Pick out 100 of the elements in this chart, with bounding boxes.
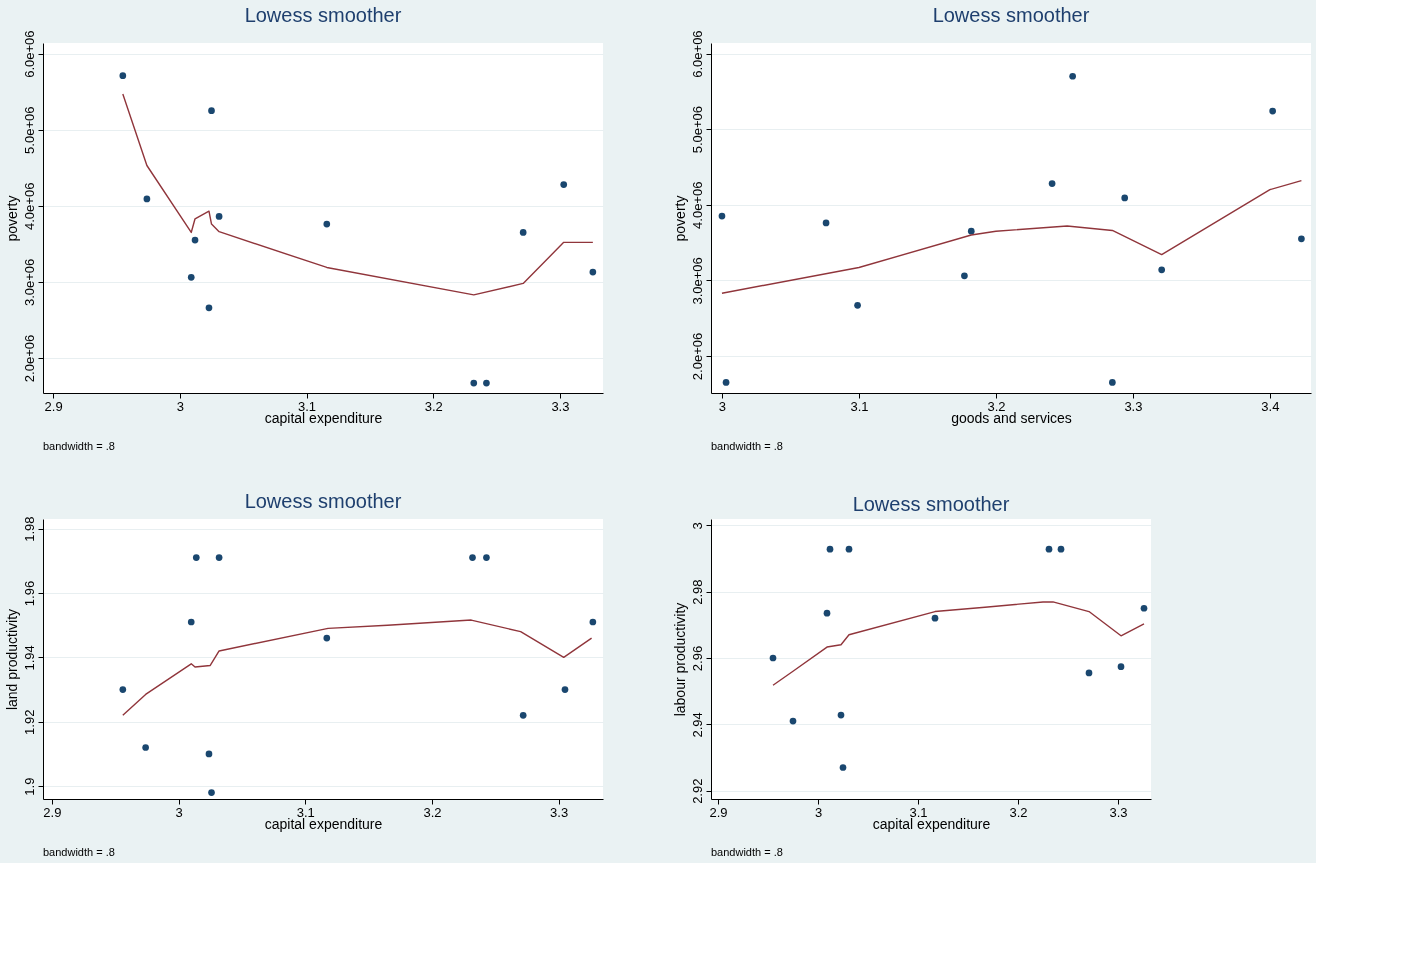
x-tick-label: 3.3 [1124,398,1143,414]
point [967,227,975,235]
x-tick-label: 2.9 [43,804,62,820]
point [1109,379,1116,386]
text: bandwidth = .8 [711,440,783,452]
x-tick-label: 3.1 [297,398,317,414]
x-tick-label: 3.4 [1261,398,1280,414]
point [215,554,223,561]
point [718,212,726,220]
point [215,213,223,220]
x-tick-label: 3.3 [550,804,569,820]
line-series [721,179,1303,294]
y-tick-label: 6.0e+06 [689,30,705,78]
point [142,744,149,751]
point [1298,235,1305,243]
y-tick-label: 2.96 [689,645,705,672]
point [1085,669,1093,677]
point [1117,663,1125,670]
y-tick-label: 3.0e+06 [21,258,37,307]
point [187,274,195,281]
y-axis-title: labour productivity [671,602,688,717]
text: bandwidth = .8 [43,846,115,858]
text: bandwidth = .8 [711,846,783,858]
y-axis-title: poverty [3,195,20,242]
y-tick-label: 5.0e+06 [689,106,705,154]
point [822,219,830,227]
point [1048,180,1056,187]
point [519,229,527,236]
point [1045,545,1053,553]
y-tick-label: 4.0e+06 [689,181,705,229]
point [837,711,845,719]
y-tick-label: 4.0e+06 [21,182,37,231]
x-tick-label: 3 [718,398,727,414]
point [208,789,215,796]
x-tick-label: 2.9 [709,804,728,820]
point [589,618,597,626]
y-tick-label: 1.94 [21,645,37,671]
point [187,618,195,626]
y-tick-label: 2.0e+06 [21,334,37,383]
point [323,220,331,228]
chart-title: Lowess smoother [244,490,402,512]
point [191,236,199,244]
point [839,764,847,771]
point [483,554,490,561]
point [1140,604,1148,612]
y-tick-label: 2.94 [689,712,705,738]
x-tick-label: 3.2 [423,804,442,820]
point [1121,194,1129,202]
y-tick-label: 1.98 [21,516,37,542]
x-tick-label: 3.3 [1109,804,1128,820]
y-tick-label: 2.98 [689,579,705,605]
x-tick-label: 3 [175,804,183,820]
line-series [122,93,594,296]
chart-title: Lowess smoother [244,3,402,26]
line-series [122,619,593,717]
point [560,181,568,188]
point [192,554,200,561]
point [483,379,490,387]
x-tick-label: 3.1 [296,804,315,820]
y-axis-title: poverty [671,195,688,242]
point [205,304,213,312]
chart-title: Lowess smoother [852,493,1010,515]
point [789,717,797,725]
point [826,545,834,553]
point [854,301,861,309]
x-tick-label: 3.1 [909,804,928,820]
point [469,554,476,561]
point [519,711,527,719]
point [143,195,151,203]
y-tick-label: 2.0e+06 [689,332,705,381]
point [1269,107,1276,115]
point [1158,266,1166,274]
x-tick-label: 3.3 [551,398,570,414]
line-series [772,601,1145,686]
y-axis-title: land productivity [3,608,20,711]
point [845,545,853,553]
x-tick-label: 3.2 [1009,804,1028,820]
point [1069,72,1076,80]
text: bandwidth = .8 [43,440,115,452]
chart-title: Lowess smoother [932,3,1090,26]
y-tick-label: 1.92 [21,709,37,735]
x-tick-label: 3.2 [987,398,1006,414]
y-tick-label: 1.9 [21,777,37,796]
point [119,72,127,80]
point [323,634,331,642]
y-tick-label: 6.0e+06 [21,30,37,78]
x-tick-label: 2.9 [44,398,63,414]
point [1057,545,1065,553]
y-tick-label: 3.0e+06 [689,257,705,305]
point [119,686,127,693]
point [769,654,777,662]
y-tick-label: 5.0e+06 [21,106,37,154]
point [561,686,569,693]
x-tick-label: 3.1 [850,398,869,414]
point [823,609,831,617]
point [931,614,939,622]
x-tick-label: 3 [814,804,823,820]
x-tick-label: 3.2 [424,398,443,414]
point [208,107,215,115]
point [205,750,213,758]
